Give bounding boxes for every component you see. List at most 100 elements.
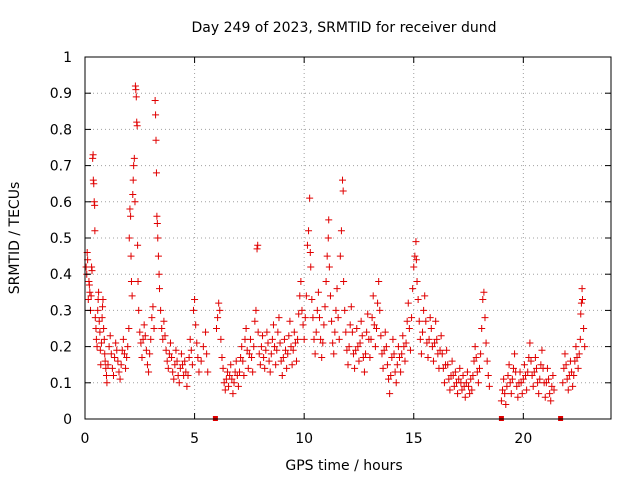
data-point: [99, 296, 107, 304]
data-point: [158, 325, 166, 332]
data-point: [569, 382, 577, 390]
data-point: [337, 227, 345, 235]
data-point: [184, 372, 192, 380]
data-point: [299, 321, 307, 329]
data-point: [202, 328, 210, 336]
data-point: [132, 86, 140, 94]
data-point: [509, 364, 517, 372]
data-point: [260, 353, 268, 361]
data-point: [148, 314, 156, 322]
data-point: [160, 317, 168, 325]
data-point: [325, 263, 333, 271]
data-point: [259, 332, 267, 340]
data-point: [561, 350, 569, 358]
data-point: [261, 364, 269, 372]
data-point: [537, 361, 545, 369]
data-point: [575, 350, 583, 358]
data-point: [369, 292, 377, 300]
data-point: [220, 379, 228, 387]
data-point: [152, 111, 160, 119]
data-point: [132, 93, 140, 101]
data-point: [534, 379, 542, 387]
data-point: [309, 314, 317, 322]
x-tick-label: 5: [190, 431, 199, 447]
data-point: [437, 332, 445, 340]
data-point: [336, 252, 344, 260]
x-tick-label: 0: [81, 431, 90, 447]
data-point: [392, 379, 400, 387]
data-point: [332, 306, 340, 314]
data-point: [91, 314, 99, 322]
data-point: [518, 390, 526, 398]
data-point: [532, 364, 540, 372]
data-point: [238, 343, 246, 351]
data-point: [170, 375, 178, 383]
data-point: [385, 375, 393, 383]
data-point: [219, 364, 227, 372]
data-point: [177, 350, 185, 358]
data-point: [273, 346, 281, 354]
data-point: [529, 382, 537, 390]
data-point: [129, 191, 137, 199]
data-point: [438, 350, 446, 358]
data-point: [319, 339, 327, 347]
data-point: [136, 328, 144, 336]
data-point: [550, 386, 558, 394]
data-point: [245, 350, 253, 358]
data-point: [199, 343, 207, 351]
y-tick-label: 0.5: [50, 231, 72, 247]
data-point: [376, 306, 384, 314]
data-point: [192, 321, 200, 329]
data-point: [500, 375, 508, 383]
data-point: [266, 368, 274, 376]
data-point: [278, 372, 286, 380]
data-point: [153, 220, 161, 228]
data-point: [393, 361, 401, 369]
data-point: [353, 325, 361, 332]
data-point: [318, 353, 326, 361]
data-point: [250, 343, 258, 351]
data-point: [415, 317, 423, 325]
y-axis-label: SRMTID / TECUs: [7, 182, 23, 295]
data-point: [378, 350, 386, 358]
data-point: [399, 332, 407, 340]
data-point: [249, 368, 257, 376]
data-point: [236, 368, 244, 376]
data-point: [462, 379, 470, 387]
data-point: [297, 277, 305, 285]
data-point: [396, 353, 404, 361]
data-point: [398, 350, 406, 358]
data-point: [522, 372, 530, 380]
data-point: [252, 306, 260, 314]
data-point: [217, 335, 225, 343]
data-point: [389, 335, 397, 343]
data-point: [355, 357, 363, 365]
data-point: [579, 296, 587, 304]
data-point: [149, 303, 157, 311]
data-point: [444, 361, 452, 369]
data-point: [275, 314, 283, 322]
data-point: [358, 332, 366, 340]
data-point: [163, 357, 171, 365]
data-point: [564, 386, 572, 394]
data-point: [290, 328, 298, 336]
data-point: [401, 357, 409, 365]
data-point: [364, 310, 372, 318]
y-tick-label: 0.8: [50, 122, 72, 138]
data-point: [405, 325, 413, 332]
data-point: [284, 350, 292, 358]
data-point: [467, 375, 475, 383]
data-point: [256, 361, 264, 369]
data-point: [251, 317, 259, 325]
data-point: [193, 339, 201, 347]
data-point: [227, 361, 235, 369]
data-point: [417, 350, 425, 358]
data-point: [265, 357, 273, 365]
data-point: [524, 368, 532, 376]
data-point: [296, 292, 304, 300]
data-point: [440, 379, 448, 387]
data-point: [96, 346, 104, 354]
data-point: [485, 382, 493, 390]
data-point: [581, 343, 589, 351]
